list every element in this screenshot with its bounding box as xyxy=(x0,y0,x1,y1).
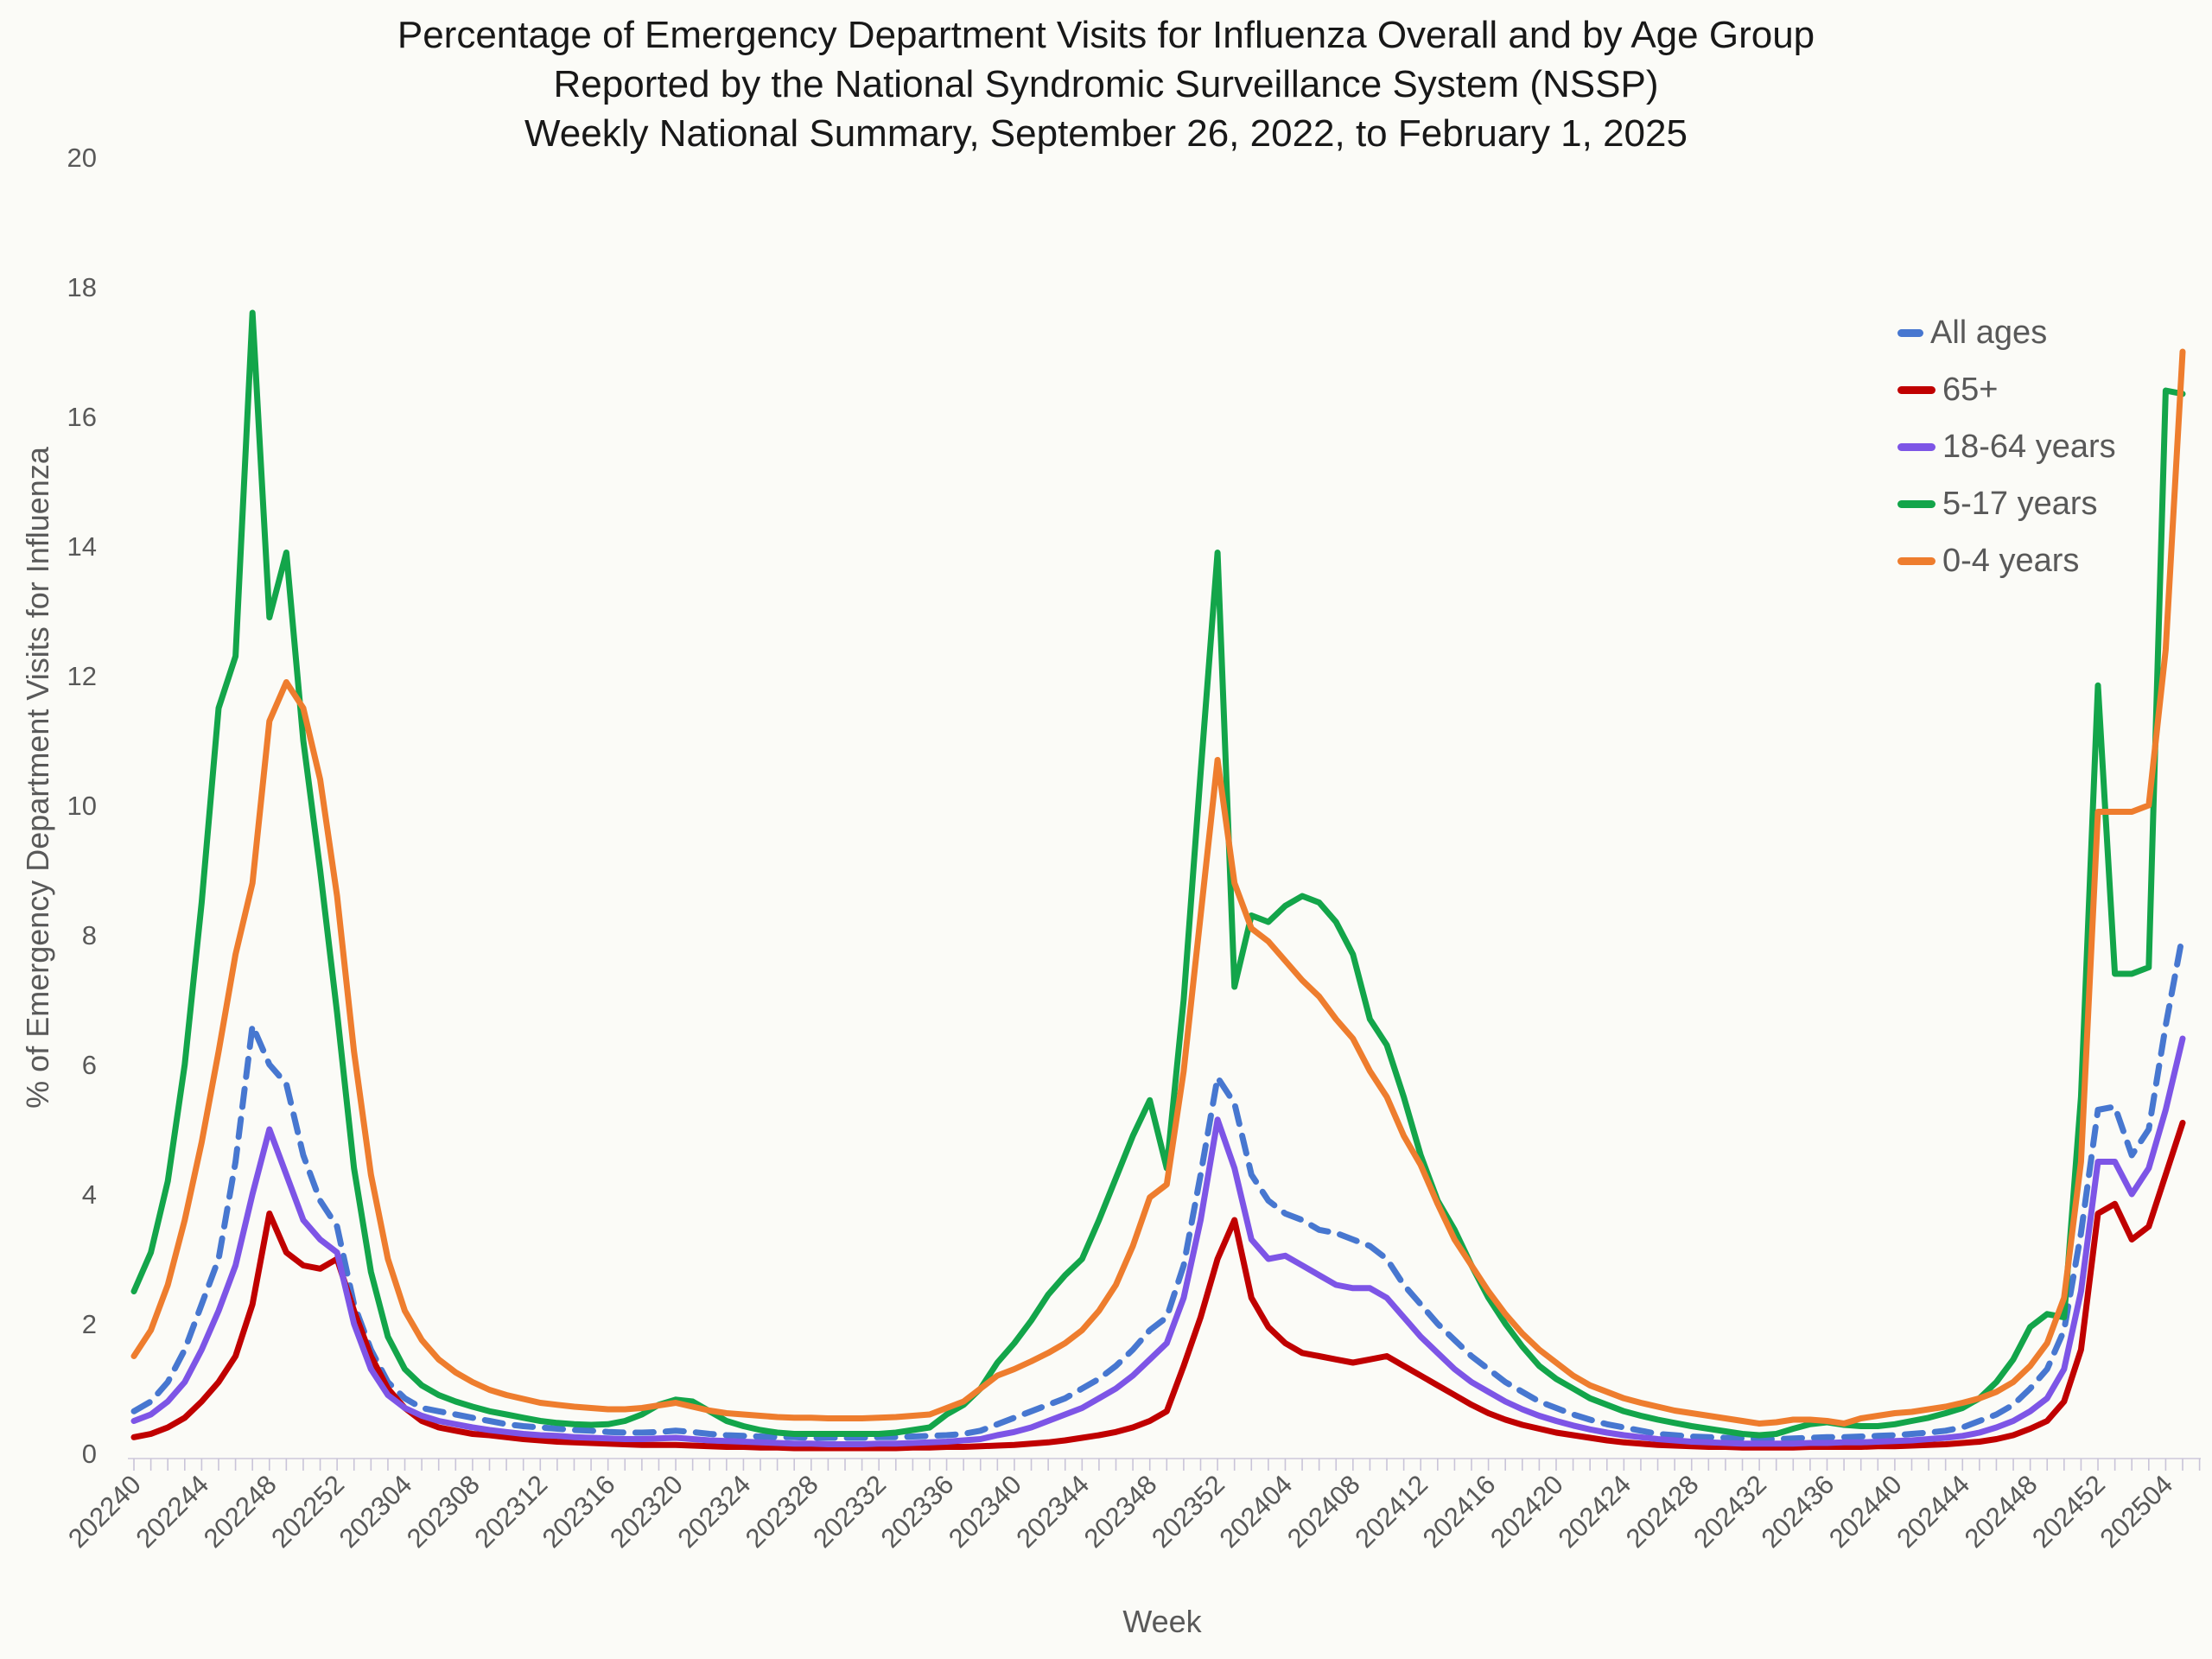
legend-label-65-plus: 65+ xyxy=(1942,371,1999,408)
y-tick-label: 6 xyxy=(82,1050,97,1080)
x-tick-label: 202420 xyxy=(1484,1469,1569,1554)
chart-title: Percentage of Emergency Department Visit… xyxy=(0,10,2212,158)
legend-item-5-17: 5-17 years xyxy=(1897,475,2116,532)
x-tick-label: 202504 xyxy=(2094,1469,2178,1554)
chart-title-line2: Reported by the National Syndromic Surve… xyxy=(553,63,1659,105)
y-tick-label: 18 xyxy=(67,272,97,302)
legend-swatch-5-17 xyxy=(1897,499,1936,508)
series-line-65- xyxy=(130,1120,2186,1452)
x-tick-label: 202428 xyxy=(1620,1469,1705,1554)
series-line-0-4-years xyxy=(130,348,2186,1427)
x-tick-label: 202440 xyxy=(1823,1469,1908,1554)
legend-label-all-ages: All ages xyxy=(1930,314,2048,351)
chart-title-line3: Weekly National Summary, September 26, 2… xyxy=(524,112,1688,155)
legend-label-0-4: 0-4 years xyxy=(1942,542,2080,579)
x-tick-label: 202352 xyxy=(1146,1469,1230,1554)
x-tick-label: 202452 xyxy=(2026,1469,2111,1554)
x-tick-label: 202448 xyxy=(1959,1469,2044,1554)
y-tick-label: 16 xyxy=(67,402,97,432)
legend-swatch-all-ages xyxy=(1897,328,1923,337)
legend-swatch-65-plus xyxy=(1897,385,1936,394)
y-axis-title: % of Emergency Department Visits for Inf… xyxy=(20,447,55,1109)
legend-item-all-ages: All ages xyxy=(1897,304,2116,361)
legend-swatch-18-64 xyxy=(1897,442,1936,451)
x-tick-label: 202348 xyxy=(1078,1469,1163,1554)
x-axis-title: Week xyxy=(1122,1604,1202,1639)
x-tick-label: 202404 xyxy=(1214,1469,1299,1554)
y-tick-label: 8 xyxy=(82,920,97,950)
y-tick-label: 2 xyxy=(82,1309,97,1339)
x-tick-label: 202436 xyxy=(1756,1469,1840,1554)
x-tick-label: 202340 xyxy=(943,1469,1027,1554)
x-tick-label: 202328 xyxy=(740,1469,824,1554)
x-tick-label: 202252 xyxy=(265,1469,350,1554)
legend-item-18-64: 18-64 years xyxy=(1897,418,2116,475)
x-tick-label: 202412 xyxy=(1349,1469,1433,1554)
y-tick-label: 0 xyxy=(82,1439,97,1469)
y-tick-label: 12 xyxy=(67,661,97,691)
legend-item-65-plus: 65+ xyxy=(1897,361,2116,418)
x-tick-label: 202324 xyxy=(671,1469,756,1554)
legend-label-5-17: 5-17 years xyxy=(1942,485,2098,522)
legend-label-18-64: 18-64 years xyxy=(1942,428,2116,465)
x-tick-label: 202408 xyxy=(1281,1469,1366,1554)
y-tick-label: 20 xyxy=(67,143,97,173)
legend-swatch-0-4 xyxy=(1897,556,1936,565)
x-tick-label: 202240 xyxy=(62,1469,147,1554)
legend-item-0-4: 0-4 years xyxy=(1897,532,2116,589)
x-tick-label: 202320 xyxy=(604,1469,689,1554)
y-tick-label: 10 xyxy=(67,791,97,821)
x-tick-label: 202432 xyxy=(1688,1469,1772,1554)
x-tick-label: 202308 xyxy=(401,1469,486,1554)
series-line-18-64-years xyxy=(130,1035,2186,1447)
chart-title-line1: Percentage of Emergency Department Visit… xyxy=(397,14,1815,56)
x-tick-label: 202332 xyxy=(807,1469,892,1554)
y-tick-label: 4 xyxy=(82,1179,97,1210)
x-tick-label: 202312 xyxy=(468,1469,553,1554)
y-tick-label: 14 xyxy=(67,531,97,562)
x-tick-label: 202248 xyxy=(198,1469,283,1554)
x-tick-label: 202336 xyxy=(875,1469,960,1554)
legend: All ages 65+ 18-64 years 5-17 years 0-4 … xyxy=(1897,304,2116,589)
x-tick-label: 202244 xyxy=(130,1469,214,1554)
x-tick-label: 202344 xyxy=(1010,1469,1095,1554)
series-line-all-ages xyxy=(130,931,2186,1442)
x-tick-label: 202304 xyxy=(334,1469,418,1554)
series-line-5-17-years xyxy=(130,309,2186,1439)
x-tick-label: 202444 xyxy=(1891,1469,1975,1554)
x-tick-label: 202316 xyxy=(537,1469,621,1554)
x-tick-label: 202416 xyxy=(1417,1469,1502,1554)
x-tick-label: 202424 xyxy=(1552,1469,1637,1554)
